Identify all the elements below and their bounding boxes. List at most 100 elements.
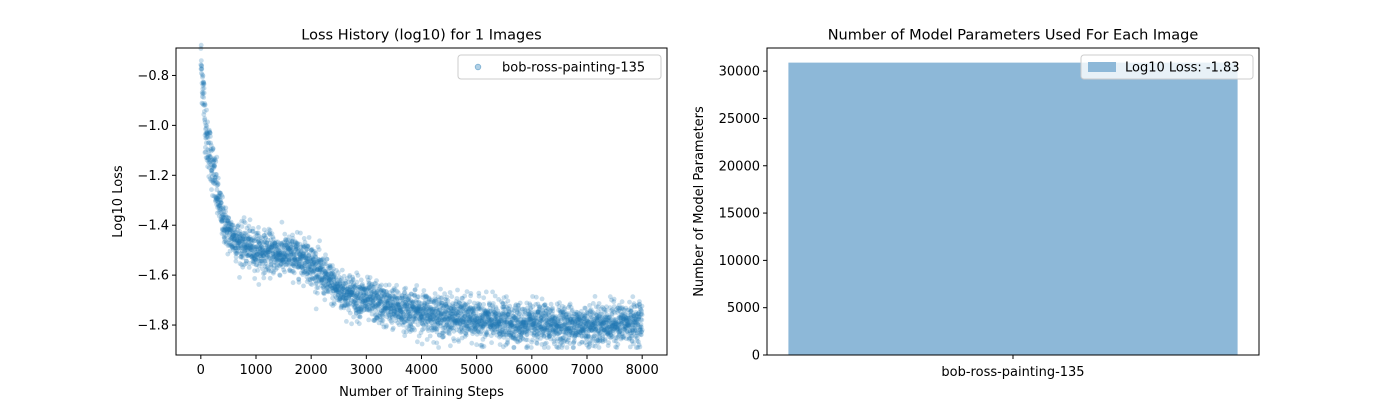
scatter-point — [247, 252, 252, 258]
scatter-point — [234, 249, 240, 254]
scatter-point — [255, 236, 261, 242]
scatter-point — [257, 249, 263, 255]
scatter-point — [237, 243, 243, 249]
scatter-point — [200, 74, 205, 80]
scatter-point — [251, 255, 257, 260]
scatter-point — [205, 131, 211, 137]
scatter-point — [262, 248, 268, 253]
scatter-point — [238, 243, 244, 249]
scatter-point — [244, 258, 249, 264]
y-tick-label: 10000 — [719, 254, 760, 269]
scatter-point — [255, 230, 261, 236]
x-tick-label: 4000 — [405, 363, 438, 378]
scatter-point — [213, 171, 219, 177]
scatter-point — [205, 147, 211, 152]
x-tick-label: 3000 — [350, 363, 383, 378]
scatter-point — [221, 234, 227, 240]
scatter-point — [246, 240, 251, 245]
scatter-point — [317, 238, 322, 244]
scatter-point — [468, 291, 474, 296]
scatter-point — [259, 253, 265, 259]
scatter-point — [255, 255, 261, 260]
scatter-point — [201, 79, 206, 85]
scatter-point — [236, 239, 242, 245]
scatter-point — [249, 240, 255, 246]
scatter-point — [204, 135, 210, 140]
scatter-point — [203, 140, 209, 146]
scatter-point — [210, 179, 216, 185]
scatter-point — [247, 217, 253, 223]
scatter-point — [247, 247, 253, 253]
scatter-point — [225, 218, 231, 224]
scatter-point — [259, 244, 264, 250]
scatter-point — [354, 279, 360, 285]
scatter-point — [219, 231, 225, 237]
scatter-point — [253, 231, 259, 236]
scatter-point — [476, 293, 482, 299]
scatter-point — [290, 280, 296, 286]
scatter-point — [227, 227, 232, 233]
scatter-point — [214, 196, 219, 202]
scatter-point — [250, 258, 256, 264]
scatter-point — [238, 251, 244, 256]
scatter-point — [244, 242, 250, 247]
scatter-point — [250, 253, 256, 259]
scatter-point — [228, 225, 234, 231]
scatter-point — [602, 336, 608, 342]
scatter-point — [225, 218, 230, 224]
scatter-point — [220, 212, 226, 218]
scatter-point — [217, 203, 222, 209]
scatter-point — [232, 245, 238, 251]
scatter-point — [489, 340, 494, 346]
scatter-point — [208, 140, 214, 146]
y-tick-label: −1.0 — [137, 119, 169, 134]
scatter-point — [229, 243, 235, 249]
scatter-point — [243, 251, 248, 257]
scatter-point — [201, 95, 207, 100]
scatter-point — [215, 198, 220, 203]
scatter-point — [212, 155, 217, 161]
scatter-point — [206, 174, 212, 180]
scatter-point — [230, 232, 236, 238]
scatter-point — [256, 239, 261, 245]
scatter-point — [239, 262, 245, 268]
scatter-point — [198, 66, 204, 72]
scatter-point — [211, 180, 217, 186]
scatter-point — [228, 227, 234, 233]
scatter-point — [206, 148, 212, 153]
scatter-point — [253, 244, 259, 250]
scatter-point — [214, 210, 220, 216]
scatter-point — [225, 228, 230, 234]
scatter-point — [266, 244, 272, 250]
scatter-point — [218, 200, 224, 206]
scatter-point — [265, 250, 271, 255]
loss-history-chart: Loss History (log10) for 1 Images 0 1000 2… — [111, 28, 668, 400]
scatter-point — [207, 155, 213, 160]
scatter-point — [592, 294, 598, 299]
scatter-point — [412, 287, 418, 292]
scatter-point — [208, 134, 213, 139]
scatter-point — [266, 246, 271, 252]
scatter-point — [313, 251, 319, 256]
scatter-point — [209, 168, 215, 174]
scatter-point — [533, 294, 539, 300]
scatter-point — [226, 226, 232, 232]
scatter-point — [218, 214, 224, 220]
scatter-point — [245, 247, 251, 253]
scatter-point — [235, 240, 241, 246]
scatter-point — [436, 345, 441, 350]
scatter-point — [202, 102, 207, 108]
scatter-point — [264, 254, 270, 260]
scatter-point — [232, 230, 238, 236]
scatter-point — [456, 339, 462, 344]
scatter-point — [256, 282, 262, 287]
scatter-point — [244, 251, 250, 257]
scatter-point — [262, 239, 268, 245]
scatter-point — [211, 162, 217, 168]
scatter-point — [199, 63, 205, 69]
scatter-point — [248, 238, 254, 244]
scatter-point — [222, 224, 228, 230]
scatter-point — [282, 231, 288, 237]
scatter-point — [279, 219, 285, 225]
scatter-point — [261, 275, 267, 281]
